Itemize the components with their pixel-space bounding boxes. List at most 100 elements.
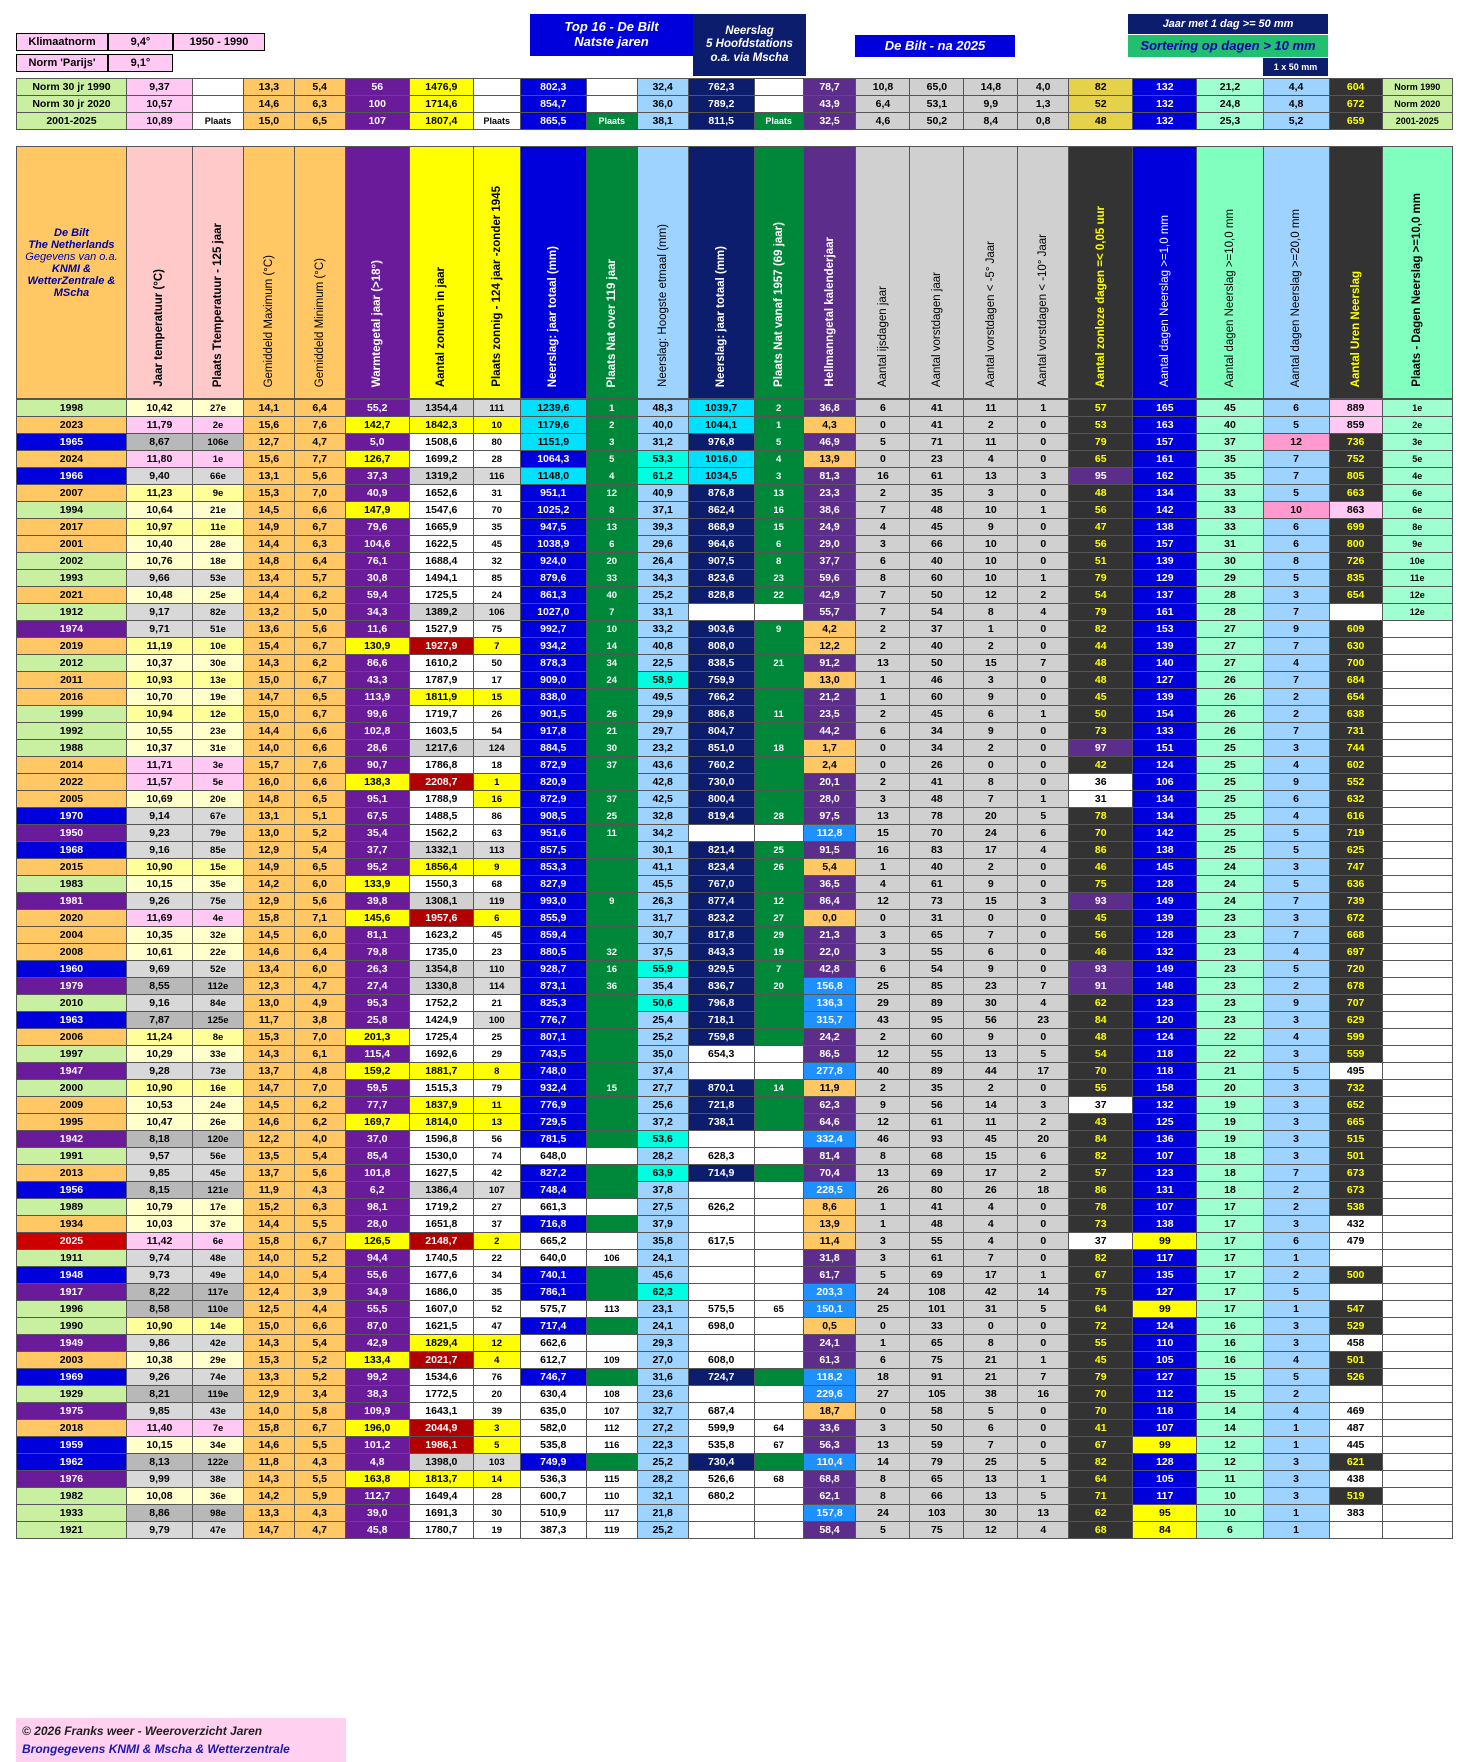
table-cell: 1719,7 <box>408 705 474 723</box>
table-cell <box>753 994 804 1012</box>
table-cell: 1 <box>1262 1436 1330 1454</box>
table-cell: 740,1 <box>519 1266 587 1284</box>
table-cell: 28,2 <box>636 1470 689 1488</box>
column-header-label: Neerslag: Hoogste etmaal (mm) <box>656 224 669 387</box>
table-cell: 55,7 <box>802 603 857 621</box>
table-cell <box>1381 1317 1454 1335</box>
table-cell: 5,6 <box>293 1164 346 1182</box>
table-cell: 4,3 <box>293 1504 346 1522</box>
table-cell: 636 <box>1328 875 1383 893</box>
table-cell: 22e <box>192 943 244 961</box>
table-cell: 6 <box>1017 824 1070 842</box>
table-cell: 6,0 <box>293 926 346 944</box>
table-cell <box>1381 977 1454 995</box>
table-cell: 4,2 <box>802 620 857 638</box>
row-year: 2018 <box>16 1419 127 1437</box>
table-cell: 22,0 <box>802 943 857 961</box>
table-cell: 10 <box>1262 501 1330 519</box>
table-cell: 95 <box>909 1011 965 1029</box>
table-cell: 2 <box>1262 1181 1330 1199</box>
table-cell: 138 <box>1132 518 1198 536</box>
header-location-line: Gegevens van o.a. <box>25 251 118 263</box>
table-cell: 4 <box>1262 1028 1330 1046</box>
table-cell: 17 <box>1196 1232 1264 1250</box>
table-cell: 113 <box>472 841 521 859</box>
table-cell: 11,57 <box>125 773 194 791</box>
norm-cell: 8,4 <box>963 112 1019 130</box>
table-cell: 34 <box>472 1266 521 1284</box>
table-cell <box>1381 1334 1454 1352</box>
table-cell: 31 <box>963 1300 1019 1318</box>
table-cell: 30e <box>192 654 244 672</box>
table-cell: 103 <box>472 1453 521 1471</box>
table-cell: 10 <box>472 416 521 434</box>
klimaatnorm-value: 9,4° <box>108 33 173 51</box>
table-cell: 45 <box>472 926 521 944</box>
table-cell: 876,8 <box>687 484 755 502</box>
table-cell: 3 <box>855 943 911 961</box>
table-cell: 35e <box>192 875 244 893</box>
table-cell <box>1381 1436 1454 1454</box>
column-header-label: Gemiddeld Minimum (°C) <box>313 257 326 387</box>
table-cell: 479 <box>1328 1232 1383 1250</box>
table-cell: 3 <box>855 1419 911 1437</box>
table-row: 1993 9,66 53e 13,4 5,7 30,8 1494,1 85 879,6 33 34,… <box>16 569 1454 587</box>
table-cell: 79 <box>1068 1368 1134 1386</box>
table-cell: 759,8 <box>687 1028 755 1046</box>
table-cell <box>1328 603 1383 621</box>
table-cell: 744 <box>1328 739 1383 757</box>
column-header-label: Neerslag: jaar totaal (mm) <box>547 245 560 387</box>
table-cell: 98e <box>192 1504 244 1522</box>
table-cell: 673 <box>1328 1164 1383 1182</box>
table-cell: 48 <box>1068 671 1134 689</box>
table-cell: 1034,5 <box>687 467 755 485</box>
table-cell: 65 <box>753 1300 804 1318</box>
table-cell: 45 <box>472 535 521 553</box>
table-cell: 37,5 <box>636 943 689 961</box>
table-cell: 6,7 <box>293 637 346 655</box>
table-cell: 14 <box>1196 1419 1264 1437</box>
table-cell: 14,5 <box>242 926 295 944</box>
table-cell: 121e <box>192 1181 244 1199</box>
table-cell: 617,5 <box>687 1232 755 1250</box>
table-cell: 5 <box>1017 807 1070 825</box>
table-row: 2021 10,48 25e 14,4 6,2 59,4 1725,5 24 861,3 40 25… <box>16 586 1454 604</box>
table-cell: 0 <box>1017 637 1070 655</box>
table-cell: 75 <box>1068 875 1134 893</box>
table-cell: 4 <box>963 1232 1019 1250</box>
table-cell: 27 <box>1196 637 1264 655</box>
table-cell: 82 <box>1068 1147 1134 1165</box>
table-cell: 39,0 <box>344 1504 410 1522</box>
table-cell: 0 <box>1017 1419 1070 1437</box>
table-cell: 731 <box>1328 722 1383 740</box>
row-year: 1934 <box>16 1215 127 1233</box>
table-cell: 79 <box>1068 433 1134 451</box>
table-cell: 73 <box>1068 1215 1134 1233</box>
norm-row: Norm 30 jr 2020 10,57 14,6 6,3 100 1714,6 854,… <box>16 95 1454 113</box>
table-cell: 654,3 <box>687 1045 755 1063</box>
table-cell: 5,4 <box>293 1334 346 1352</box>
table-cell: 24e <box>192 1096 244 1114</box>
row-year: 1999 <box>16 705 127 723</box>
table-row: 1997 10,29 33e 14,3 6,1 115,4 1692,6 29 743,5 35,… <box>16 1045 1454 1063</box>
table-cell: 32e <box>192 926 244 944</box>
table-cell: 13,5 <box>242 1147 295 1165</box>
table-row: 1974 9,71 51e 13,6 5,6 11,6 1527,9 75 992,7 10 33,… <box>16 620 1454 638</box>
table-cell: 8 <box>855 569 911 587</box>
table-cell: 9,14 <box>125 807 194 825</box>
norm-cell: 82 <box>1068 78 1134 96</box>
norm-cell <box>472 95 521 113</box>
table-cell: 796,8 <box>687 994 755 1012</box>
table-cell: 575,5 <box>687 1300 755 1318</box>
table-cell: 665,2 <box>519 1232 587 1250</box>
table-cell: 37 <box>1068 1232 1134 1250</box>
table-cell: 14,8 <box>242 790 295 808</box>
table-cell: 5 <box>855 1521 911 1539</box>
table-cell: 687,4 <box>687 1402 755 1420</box>
table-cell <box>687 1283 755 1301</box>
table-cell: 55 <box>909 943 965 961</box>
table-cell: 4,3 <box>293 1181 346 1199</box>
table-cell: 2 <box>963 1079 1019 1097</box>
table-cell: 10,53 <box>125 1096 194 1114</box>
row-year: 2012 <box>16 654 127 672</box>
